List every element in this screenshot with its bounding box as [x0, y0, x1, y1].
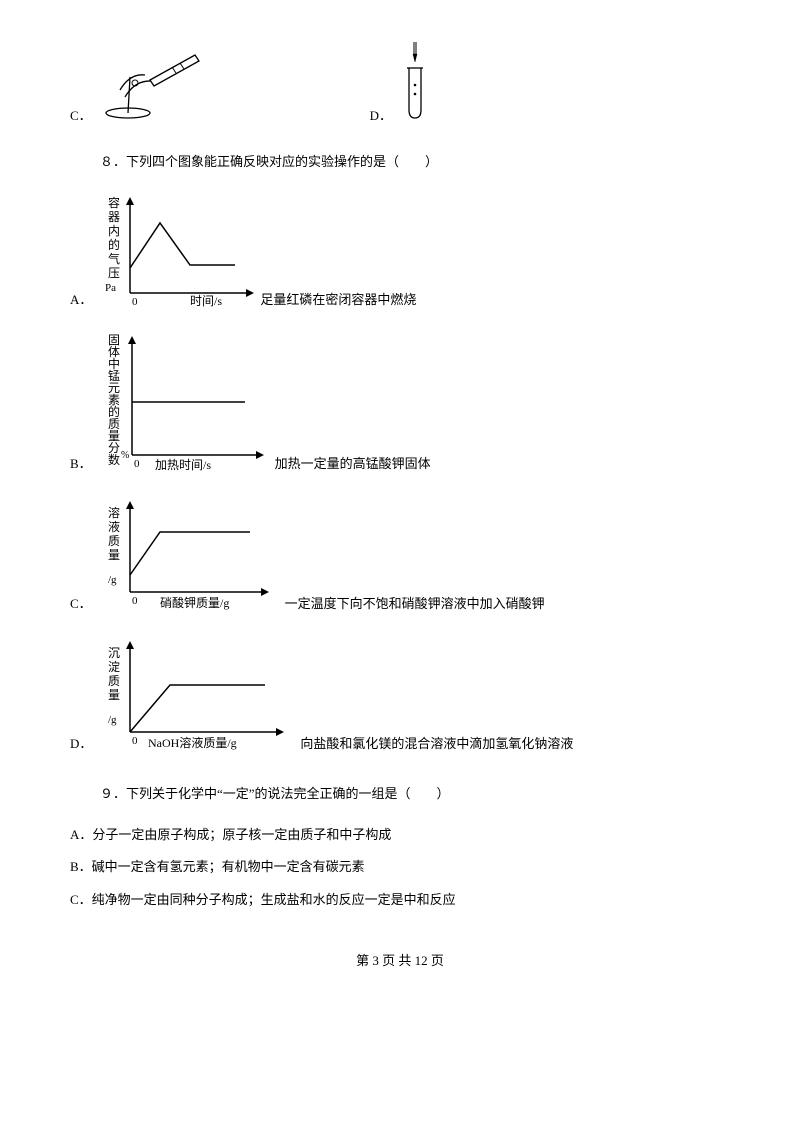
- svg-text:沉: 沉: [108, 646, 120, 660]
- svg-text:加热时间/s: 加热时间/s: [155, 458, 211, 472]
- svg-text:0: 0: [132, 735, 138, 747]
- svg-text:时间/s: 时间/s: [190, 294, 222, 308]
- q8-b-label: B．: [70, 454, 92, 475]
- svg-text:/g: /g: [108, 574, 117, 586]
- svg-text:容: 容: [108, 195, 120, 210]
- svg-text:器: 器: [108, 210, 120, 224]
- q8-chart-c: 溶 液 质 量 /g 0 硝酸钾质量/g: [100, 497, 285, 619]
- svg-text:的: 的: [108, 237, 120, 252]
- q8-c-label: C．: [70, 594, 92, 615]
- svg-text:硝酸钾质量/g: 硝酸钾质量/g: [160, 595, 229, 610]
- svg-text:溶: 溶: [108, 505, 120, 520]
- svg-text:气: 气: [108, 251, 120, 266]
- option-c-label: C．: [70, 106, 92, 127]
- q9-choice-c: C．纯净物一定由同种分子构成；生成盐和水的反应一定是中和反应: [70, 890, 730, 911]
- svg-text:液: 液: [108, 519, 120, 534]
- question-8-text: ８．下列四个图象能正确反映对应的实验操作的是（ ）: [100, 152, 730, 173]
- svg-text:质: 质: [108, 534, 120, 548]
- q8-a-label: A．: [70, 290, 92, 311]
- q8-chart-b: 固 体 中 锰 元 素 的 质 量 分 数 % 0 加热时间/s: [100, 332, 275, 479]
- svg-text:量: 量: [108, 688, 120, 702]
- q9-choice-b: B．碱中一定含有氢元素；有机物中一定含有碳元素: [70, 857, 730, 878]
- question-9-text: ９．下列关于化学中“一定”的说法完全正确的一组是（ ）: [100, 784, 730, 805]
- svg-text:%: %: [121, 450, 129, 461]
- q8-chart-a: 容 器 内 的 气 压 Pa 0 时间/s: [100, 193, 260, 315]
- svg-text:数: 数: [108, 452, 120, 467]
- q7-options-cd: C． D．: [70, 40, 730, 127]
- svg-text:/g: /g: [108, 714, 117, 726]
- svg-text:淀: 淀: [108, 660, 120, 674]
- page-footer: 第 3 页 共 12 页: [70, 951, 730, 972]
- q8-chart-d: 沉 淀 质 量 /g 0 NaOH溶液质量/g: [100, 637, 300, 759]
- svg-text:0: 0: [132, 296, 138, 308]
- svg-text:内: 内: [108, 224, 120, 238]
- option-d-label: D．: [370, 106, 392, 127]
- q8-option-a: A． 容 器 内 的 气 压 Pa 0 时间/s 足量红磷在密闭容器中燃烧: [70, 193, 730, 315]
- svg-text:0: 0: [132, 595, 138, 607]
- svg-text:压: 压: [108, 266, 120, 280]
- q8-option-c: C． 溶 液 质 量 /g 0 硝酸钾质量/g 一定温度下向不饱和硝酸钾溶液中加…: [70, 497, 730, 619]
- q8-d-label: D．: [70, 734, 92, 755]
- svg-text:量: 量: [108, 548, 120, 562]
- q8-a-desc: 足量红磷在密闭容器中燃烧: [260, 290, 416, 311]
- q8-b-desc: 加热一定量的高锰酸钾固体: [275, 454, 431, 475]
- apparatus-sketch-d: [400, 40, 430, 127]
- svg-text:NaOH溶液质量/g: NaOH溶液质量/g: [148, 735, 237, 750]
- apparatus-sketch-c: [100, 45, 220, 127]
- q8-d-desc: 向盐酸和氯化镁的混合溶液中滴加氢氧化钠溶液: [300, 734, 573, 755]
- q8-c-desc: 一定温度下向不饱和硝酸钾溶液中加入硝酸钾: [285, 594, 545, 615]
- q9-choice-a: A．分子一定由原子构成；原子核一定由质子和中子构成: [70, 825, 730, 846]
- svg-text:质: 质: [108, 674, 120, 688]
- svg-text:0: 0: [134, 458, 140, 470]
- q8-option-b: B． 固 体 中 锰 元 素 的 质 量 分 数 % 0 加热时间/s 加热一定…: [70, 332, 730, 479]
- q8-option-d: D． 沉 淀 质 量 /g 0 NaOH溶液质量/g 向盐酸和氯化镁的混合溶液中…: [70, 637, 730, 759]
- svg-text:Pa: Pa: [105, 282, 116, 294]
